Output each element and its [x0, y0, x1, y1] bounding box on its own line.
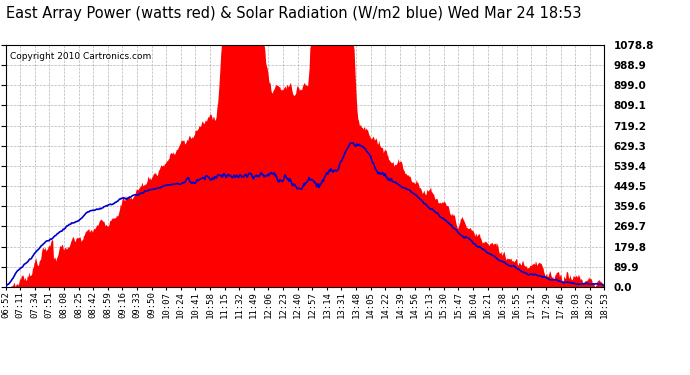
Text: Copyright 2010 Cartronics.com: Copyright 2010 Cartronics.com — [10, 52, 152, 61]
Text: East Array Power (watts red) & Solar Radiation (W/m2 blue) Wed Mar 24 18:53: East Array Power (watts red) & Solar Rad… — [6, 6, 581, 21]
